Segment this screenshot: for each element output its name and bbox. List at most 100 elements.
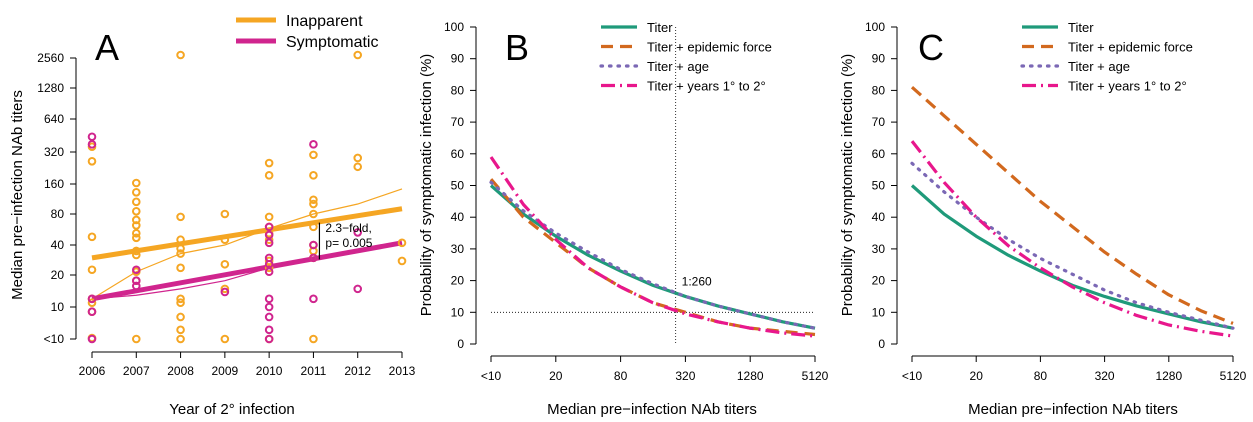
panel-a-point-inapparent	[309, 199, 318, 209]
panel-c-xlabel: Median pre−infection NAb titers	[968, 401, 1178, 418]
panel-a-point-inapparent	[220, 209, 230, 219]
panel-c-y-tick-label: 30	[872, 242, 886, 256]
panel-a-point-symptomatic	[264, 238, 274, 248]
panel-b-x-tick-label: 5120	[802, 369, 829, 383]
panel-b-legend-label: Titer + age	[647, 59, 709, 74]
panel-a-point-symptomatic	[309, 253, 318, 263]
panel-a-x-tick-label: 2010	[256, 364, 283, 378]
panel-a-point-symptomatic	[264, 222, 274, 232]
panel-a-y-tick-label: <10	[44, 332, 65, 346]
panel-a-point-inapparent	[176, 312, 185, 322]
panel-a-point-inapparent	[131, 206, 141, 216]
panel-a-axes: <10 10 20 40 80 160 320 640 1280 2560 2006 2007 2008…	[37, 51, 415, 378]
panel-b-series-line	[489, 184, 816, 330]
panel-a-point-inapparent	[176, 244, 185, 253]
panel-a-ylabel: Median pre−infection NAb titers	[9, 90, 26, 300]
panel-a-point-symptomatic	[87, 294, 97, 304]
panel-b-y-tick-label: 20	[451, 274, 465, 288]
panel-a-point-symptomatic	[264, 230, 274, 240]
panel-a-point-symptomatic	[309, 140, 318, 149]
panel-a-point-inapparent	[264, 158, 274, 168]
panel-a-point-symptomatic	[220, 287, 230, 297]
panel-a-point-symptomatic	[131, 276, 141, 286]
panel-c-y-tick-label: 70	[872, 115, 886, 129]
panel-c-series-line	[910, 161, 1235, 330]
panel-a-point-inapparent	[131, 246, 141, 256]
panel-a-x-tick-label: 2011	[301, 364, 327, 378]
panel-b-legend-label: Titer + epidemic force	[647, 40, 772, 55]
panel-a-point-inapparent	[309, 150, 318, 160]
panel-a-point-symptomatic	[309, 240, 318, 250]
panel-a-point-inapparent	[131, 221, 141, 230]
panel-c-legend: Titer Titer + epidemic force Titer + age Ti…	[1020, 20, 1193, 94]
panel-a-point-inapparent	[220, 284, 230, 294]
panel-b: B Median pre−infection NAb titers Probab…	[418, 20, 829, 418]
panel-b-y-tick-label: 0	[457, 337, 464, 351]
panel-a-point-inapparent	[176, 249, 185, 258]
panel-c-y-tick-label: 90	[872, 52, 886, 66]
panel-b-x-tick-label: 1280	[737, 369, 764, 383]
panel-c-x-tick-label: 320	[1095, 369, 1115, 383]
panel-b-y-tick-label: 60	[451, 147, 465, 161]
panel-a-point-inapparent	[131, 197, 141, 207]
panel-a-point-inapparent	[353, 153, 363, 163]
panel-b-lines	[489, 156, 817, 338]
panel-c-y-tick-label: 100	[865, 20, 885, 34]
panel-a-y-tick-label: 640	[44, 112, 64, 126]
panel-b-x-tick-label: 80	[614, 369, 628, 383]
panel-a-point-symptomatic	[353, 228, 363, 237]
panel-a-point-inapparent	[397, 238, 407, 248]
panel-b-letter: B	[505, 27, 529, 68]
panel-a-x-tick-label: 2009	[212, 364, 239, 378]
panel-a-point-inapparent	[176, 263, 185, 273]
panel-a-point-inapparent	[131, 215, 141, 225]
panel-c-y-tick-label: 0	[878, 337, 885, 351]
panel-a-point-inapparent	[131, 228, 141, 238]
panel-a-point-inapparent	[131, 187, 141, 197]
panel-a-y-tick-label: 160	[44, 177, 64, 191]
panel-c-y-tick-label: 80	[872, 83, 886, 97]
panel-a-point-inapparent	[309, 171, 318, 180]
panel-a-point-symptomatic	[264, 334, 274, 344]
panel-b-y-tick-label: 90	[451, 52, 465, 66]
panel-c-y-tick-label: 10	[872, 305, 886, 319]
panel-c-letter: C	[918, 27, 944, 68]
panel-c-y-tick-label: 50	[872, 179, 886, 193]
panel-a-point-inapparent	[176, 50, 185, 60]
panel-b-y-tick-label: 80	[451, 83, 465, 97]
panel-a-point-inapparent	[397, 256, 407, 266]
panel-c-series-line	[910, 140, 1234, 338]
panel-a-point-symptomatic	[131, 281, 141, 291]
panel-a-point-inapparent	[131, 233, 141, 243]
panel-a-legend-label: Symptomatic	[286, 34, 378, 51]
panel-a-x-tick-label: 2006	[79, 364, 106, 378]
panel-a-point-symptomatic	[264, 253, 274, 263]
panel-c-x-tick-label: 20	[970, 369, 984, 383]
panel-a-y-tick-label: 1280	[37, 81, 64, 95]
panel-a-x-tick-label: 2007	[123, 364, 150, 378]
panel-b-y-tick-label: 100	[444, 20, 464, 34]
panel-a-point-inapparent	[309, 334, 318, 344]
panel-a-x-tick-label: 2012	[344, 364, 371, 378]
panel-a-point-symptomatic	[264, 325, 274, 335]
panel-b-ylabel: Probability of symptomatic infection (%)	[418, 54, 435, 317]
panel-a-x-tick-label: 2013	[389, 364, 416, 378]
panel-a-point-inapparent	[264, 171, 274, 180]
panel-a-y-tick-label: 320	[44, 145, 64, 159]
panel-c-ylabel: Probability of symptomatic infection (%)	[839, 54, 856, 317]
panel-a-point-inapparent	[131, 178, 141, 188]
panel-a-point-inapparent	[353, 50, 363, 60]
panel-c-y-tick-label: 60	[872, 147, 886, 161]
panel-a-point-inapparent	[353, 162, 363, 172]
panel-a-point-inapparent	[220, 334, 230, 344]
panel-a-point-inapparent	[176, 294, 185, 304]
panel-c-series-line	[910, 184, 1234, 330]
panel-a-x-tick-label: 2008	[167, 364, 194, 378]
panel-b-x-tick-label: <10	[481, 369, 502, 383]
panel-a-fit-line-symptomatic	[91, 240, 403, 302]
panel-b-series-line	[489, 156, 816, 338]
panel-a-point-inapparent	[87, 232, 97, 242]
panel-a-y-tick-label: 80	[51, 207, 65, 221]
panel-a-point-symptomatic	[264, 302, 274, 312]
